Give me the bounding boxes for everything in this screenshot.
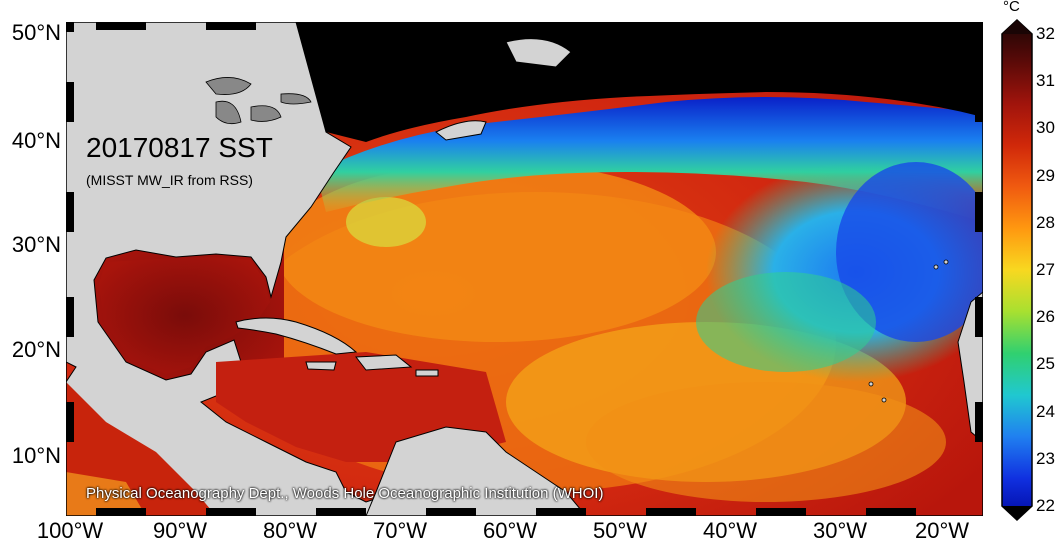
sst-map-image (66, 22, 983, 516)
lon-label-30w: 30°W (812, 518, 868, 543)
lon-label-20w: 20°W (914, 518, 970, 543)
colorbar-tick-label: 24 (1036, 401, 1055, 421)
map-title: 20170817 SST (86, 132, 273, 163)
lon-label-40w: 40°W (702, 518, 758, 543)
colorbar-tick-label: 28 (1036, 212, 1055, 232)
lat-label-20n: 20°N (11, 337, 61, 362)
colorbar-tick-label: 31 (1036, 71, 1055, 91)
colorbar-tick-label: 27 (1036, 260, 1055, 279)
lon-label-70w: 70°W (372, 518, 428, 543)
colorbar-tick-label: 25 (1036, 354, 1055, 374)
lat-label-40n: 40°N (11, 128, 61, 153)
colorbar-tick-label: 22 (1036, 496, 1055, 515)
sst-map: 20170817 SST (MISST MW_IR from RSS) Phys… (66, 22, 983, 516)
colorbar-tick-label: 29 (1036, 165, 1055, 185)
colorbar-tick-label: 32 (1036, 24, 1055, 43)
lon-label-100w: 100°W (36, 518, 104, 543)
lon-label-80w: 80°W (262, 518, 318, 543)
colorbar-tick-label: 26 (1036, 307, 1055, 327)
colorbar-unit: °C (1003, 0, 1020, 15)
lat-label-50n: 50°N (11, 20, 61, 45)
map-subtitle: (MISST MW_IR from RSS) (86, 172, 253, 188)
lat-label-30n: 30°N (11, 232, 61, 257)
colorbar (1001, 18, 1033, 522)
lon-label-50w: 50°W (592, 518, 648, 543)
lon-label-60w: 60°W (482, 518, 538, 543)
colorbar-tick-label: 30 (1036, 118, 1055, 138)
lon-label-90w: 90°W (152, 518, 208, 543)
map-credit: Physical Oceanography Dept., Woods Hole … (86, 485, 604, 502)
lat-label-10n: 10°N (11, 443, 61, 468)
colorbar-tick-label: 23 (1036, 448, 1055, 468)
